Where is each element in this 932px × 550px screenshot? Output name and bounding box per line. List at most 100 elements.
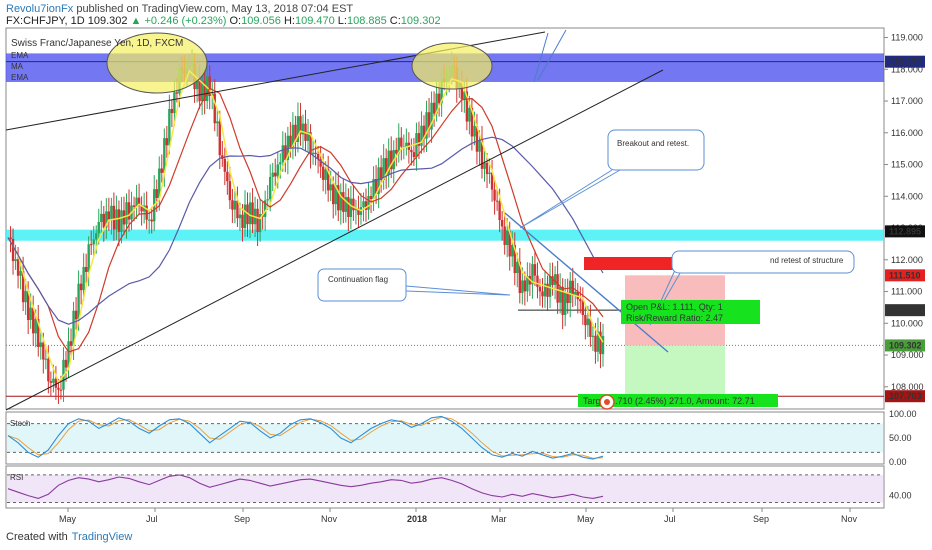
price-tag (885, 225, 925, 238)
candle-body (42, 342, 45, 360)
candle-body (216, 121, 219, 124)
candle-body (541, 291, 544, 297)
candle-body (26, 290, 30, 320)
retest-callout[interactable] (671, 250, 855, 274)
candle-body (203, 81, 206, 102)
candle-body (483, 162, 486, 169)
candle-body (19, 270, 22, 276)
price-tag-label: 118.239 (889, 57, 921, 67)
symbol[interactable]: FX:CHFJPY, 1D (6, 15, 85, 27)
candle-body (316, 154, 320, 160)
candle-body (576, 291, 579, 300)
candle-body (332, 184, 335, 205)
publish-info: published on TradingView.com, May 13, 20… (73, 3, 354, 15)
candle-body (299, 116, 302, 135)
candle-body (87, 244, 90, 272)
candle-body (14, 259, 17, 262)
candle-body (52, 378, 55, 383)
candle-body (382, 158, 385, 181)
rsi-band (7, 474, 883, 503)
candle-body (485, 162, 489, 175)
ma-line (7, 87, 604, 353)
candle-body (339, 192, 342, 211)
candle-body (117, 209, 121, 232)
price-tag-label: 111.510 (889, 270, 921, 280)
candle-body (306, 132, 310, 141)
y-tick-label: 109.000 (891, 350, 924, 360)
y-tick-label: 116.000 (891, 128, 923, 138)
candle-body (384, 158, 388, 175)
candle-body (248, 202, 252, 225)
candle-body (97, 222, 100, 234)
candle-body (601, 335, 605, 355)
candle-body (246, 204, 249, 225)
candle-body (538, 286, 542, 292)
arrow-pointer (533, 32, 549, 83)
price-tag (885, 55, 925, 68)
candle-body (342, 192, 345, 212)
candle-body (364, 201, 368, 210)
publish-header: Revolu7ionFx published on TradingView.co… (6, 3, 353, 15)
stoch-label: Stoch (10, 419, 30, 428)
author-link[interactable]: Revolu7ionFx (6, 3, 74, 15)
candle-body (238, 214, 242, 219)
candle-body (349, 198, 353, 217)
candle-body (513, 245, 516, 274)
flag-callout-text: Continuation flag (328, 275, 388, 284)
breakout-callout[interactable] (607, 129, 705, 171)
candle-body (435, 93, 438, 114)
candle-body (337, 185, 340, 211)
candle-body (362, 201, 365, 208)
low-label: L: (337, 15, 347, 27)
stoch-band (7, 423, 883, 453)
candle-body (551, 276, 554, 285)
y-tick-label: 112.000 (891, 255, 923, 265)
x-tick-label: Sep (753, 514, 769, 524)
candle-body (236, 200, 239, 219)
x-tick-label: May (59, 514, 77, 524)
price-tag-label: 109.302 (889, 340, 922, 350)
reward-zone (625, 345, 725, 397)
candle-body (105, 211, 108, 228)
chart-title: Swiss Franc/Japanese Yen, 1D, FXCM (11, 38, 183, 49)
candle-body (16, 259, 20, 276)
x-tick-label: 2018 (407, 514, 427, 524)
candle-body (69, 341, 73, 346)
price-tag (885, 269, 925, 282)
flag-callout[interactable] (317, 268, 407, 302)
last-price: 109.302 (87, 15, 128, 27)
position-pl: Open P&L: 1.111, Qty: 1 (626, 302, 723, 312)
candle-body (410, 149, 413, 153)
candle-body (536, 275, 539, 287)
candle-body (495, 200, 499, 202)
breakout-callout-text: Breakout and retest. (617, 139, 689, 148)
candle-body (321, 166, 325, 180)
candle-body (47, 358, 50, 382)
target-text: .710 (2.45%) 271.0, Amount: 72.71 (615, 396, 755, 406)
candle-body (526, 276, 529, 292)
candle-body (508, 230, 511, 257)
candle-body (326, 169, 330, 191)
candle-body (286, 135, 290, 161)
candle-body (329, 184, 332, 191)
candle-body (405, 142, 408, 147)
tradingview-logo-text[interactable]: TradingView (71, 531, 133, 543)
candle-body (39, 342, 42, 347)
candle-body (170, 108, 174, 114)
candle-body (145, 205, 148, 220)
candle-body (301, 123, 305, 135)
x-tick-label: Jul (664, 514, 676, 524)
candle-body (422, 125, 426, 139)
candle-body (437, 93, 441, 104)
candle-body (72, 310, 75, 346)
candle-body (579, 299, 582, 302)
candle-body (160, 168, 163, 173)
candle-body (95, 233, 98, 240)
candle-body (354, 208, 358, 211)
ema-slow-line (7, 136, 604, 325)
candle-body (490, 172, 494, 190)
candle-body (218, 121, 221, 156)
price-tag-label: 112.895 (889, 226, 921, 236)
price-tag (885, 390, 925, 403)
